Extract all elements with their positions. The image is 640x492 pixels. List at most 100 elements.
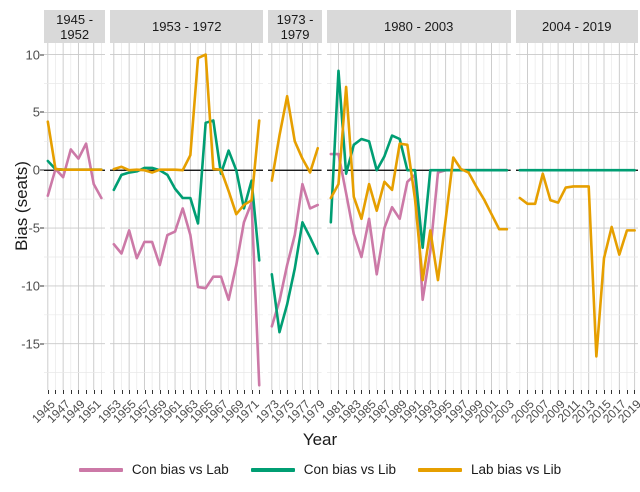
x-tick-mark: [346, 390, 347, 394]
series-line-lab-bias-vs-lib: [114, 55, 259, 215]
facet-panel: 1973 -1979: [268, 10, 322, 390]
facet-strip-label: 1945 -1952: [44, 10, 106, 43]
x-tick-mark: [580, 390, 582, 394]
x-tick-mark: [175, 390, 177, 394]
x-axis-title: Year: [302, 430, 338, 449]
y-tick-label: -15: [21, 336, 40, 352]
x-tick-mark: [595, 390, 597, 394]
x-tick-mark: [221, 390, 223, 394]
facet-strip-label: 1973 -1979: [268, 10, 322, 43]
x-tick-mark: [259, 390, 261, 394]
series-line-con-bias-vs-lib: [272, 222, 318, 332]
x-tick-mark: [213, 390, 215, 394]
x-tick-mark: [295, 390, 297, 394]
facet-plot-area: [44, 43, 106, 390]
series-line-con-bias-vs-lib: [331, 71, 507, 248]
x-tick-mark: [330, 390, 332, 394]
x-tick-mark: [338, 390, 340, 394]
x-tick-mark: [78, 390, 80, 394]
x-tick-mark: [190, 390, 192, 394]
y-tick-mark: [40, 343, 44, 345]
series-line-lab-bias-vs-lib: [272, 96, 318, 180]
y-axis: 10 5 0 -5 -10 -15: [0, 0, 44, 492]
x-tick-mark: [318, 390, 320, 394]
facet-plot-area: [515, 43, 638, 390]
facet-strip-label: 2004 - 2019: [515, 10, 638, 43]
x-tick-mark: [244, 390, 246, 394]
x-tick-mark: [251, 390, 253, 394]
facet-plot-area: [326, 43, 511, 390]
y-tick-label: 0: [32, 162, 40, 178]
legend: Con bias vs Lab Con bias vs Lib Lab bias v…: [0, 462, 640, 477]
facet-strip-label: 1980 - 2003: [326, 10, 511, 43]
facet-panel: 1945 -1952: [44, 10, 106, 390]
x-tick-mark: [542, 390, 544, 394]
x-tick-mark: [527, 390, 529, 394]
legend-swatch-con-bias-vs-lib: [250, 467, 295, 472]
x-tick-mark: [414, 390, 416, 394]
x-tick-mark: [55, 390, 57, 394]
x-tick-mark: [534, 390, 536, 394]
x-tick-mark: [167, 390, 169, 394]
facet-plot-area: [110, 43, 264, 390]
series-line-con-bias-vs-lab: [114, 203, 259, 386]
series-line-lab-bias-vs-lib: [48, 122, 102, 170]
facet-panel: 1980 - 2003: [326, 10, 511, 390]
x-tick-mark: [93, 390, 95, 394]
x-tick-mark: [272, 390, 274, 394]
x-tick-mark: [279, 390, 281, 394]
x-tick-mark: [121, 390, 123, 394]
x-tick-mark: [572, 390, 574, 394]
legend-swatch-lab-bias-vs-lib: [418, 467, 463, 472]
x-tick-mark: [491, 390, 493, 394]
x-tick-mark: [384, 390, 386, 394]
x-tick-mark: [205, 390, 207, 394]
x-tick-mark: [468, 390, 470, 394]
x-tick-mark: [228, 390, 230, 394]
x-tick-mark: [310, 390, 312, 394]
x-tick-mark: [506, 390, 508, 394]
x-tick-mark: [557, 390, 559, 394]
x-tick-mark: [549, 390, 551, 394]
series-line-lab-bias-vs-lib: [519, 174, 634, 357]
x-tick-mark: [353, 390, 355, 394]
y-tick-mark: [40, 111, 44, 113]
x-tick-mark: [453, 390, 455, 394]
x-tick-mark: [152, 390, 154, 394]
x-tick-mark: [114, 390, 116, 394]
x-tick-mark: [611, 390, 613, 394]
legend-item-con-bias-vs-lib[interactable]: Con bias vs Lib: [250, 462, 397, 477]
x-tick-mark: [144, 390, 146, 394]
y-tick-label: -5: [28, 220, 40, 236]
x-tick-mark: [626, 390, 628, 394]
y-tick-label: 10: [25, 47, 40, 63]
x-tick-mark: [70, 390, 72, 394]
series-line-con-bias-vs-lab: [272, 184, 318, 326]
x-tick-mark: [399, 390, 401, 394]
legend-label: Con bias vs Lab: [131, 462, 229, 477]
x-tick-mark: [603, 390, 605, 394]
facet-panels: 1945 -1952 1953 - 1972 1973 -1979 1980 - 20…: [44, 10, 638, 390]
facet-panel: 1953 - 1972: [110, 10, 264, 390]
x-tick-mark: [422, 390, 424, 394]
facet-strip-label: 1953 - 1972: [110, 10, 264, 43]
x-tick-mark: [565, 390, 567, 394]
x-tick-mark: [407, 390, 409, 394]
x-tick-mark: [236, 390, 238, 394]
facet-panel: 2004 - 2019: [515, 10, 638, 390]
y-tick-label: 5: [32, 104, 40, 120]
legend-swatch-con-bias-vs-lab: [78, 467, 123, 472]
x-tick-mark: [137, 390, 138, 394]
x-tick-mark: [588, 390, 590, 394]
x-tick-mark: [618, 390, 620, 394]
x-tick-mark: [391, 390, 393, 394]
x-tick-mark: [430, 390, 432, 394]
x-tick-mark: [376, 390, 378, 394]
x-tick-mark: [476, 390, 478, 394]
x-tick-mark: [287, 390, 289, 394]
x-tick-mark: [302, 390, 304, 394]
legend-label: Con bias vs Lib: [303, 462, 397, 477]
legend-item-lab-bias-vs-lib[interactable]: Lab bias vs Lib: [418, 462, 561, 477]
legend-item-con-bias-vs-lab[interactable]: Con bias vs Lab: [78, 462, 229, 477]
